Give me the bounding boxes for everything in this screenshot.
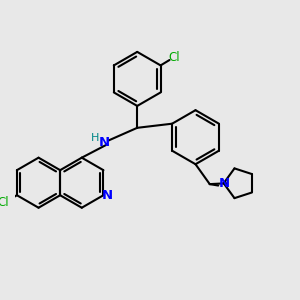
Text: H: H <box>91 133 99 143</box>
Text: N: N <box>99 136 110 149</box>
Text: N: N <box>101 189 112 202</box>
Text: Cl: Cl <box>0 196 9 209</box>
Text: Cl: Cl <box>169 51 180 64</box>
Text: N: N <box>219 177 230 190</box>
